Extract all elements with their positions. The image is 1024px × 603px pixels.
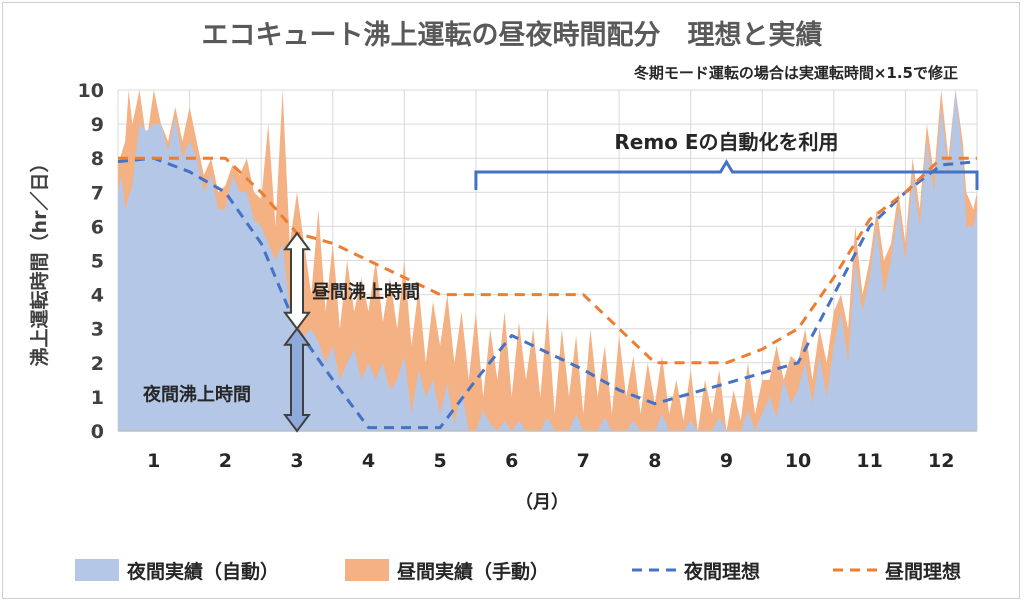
x-tick-label: 12 — [928, 450, 954, 472]
legend-label: 昼間実績（手動） — [397, 560, 549, 583]
day-arrow-label: 昼間沸上時間 — [312, 281, 420, 303]
x-tick-label: 11 — [856, 450, 882, 472]
y-tick-label: 10 — [78, 80, 104, 102]
x-axis-label: （月） — [515, 492, 569, 513]
x-tick-label: 2 — [219, 450, 232, 472]
series-line-昼間理想 — [118, 156, 977, 365]
series-line-夜間理想 — [117, 156, 978, 430]
x-tick-label: 7 — [577, 450, 590, 472]
y-tick-label: 5 — [91, 251, 104, 273]
x-tick-label: 5 — [434, 450, 447, 472]
remo-annotation: Remo Eの自動化を利用 — [614, 130, 838, 154]
chart-title: エコキュート沸上運転の昼夜時間配分 理想と実績 — [202, 19, 823, 51]
y-tick-label: 1 — [91, 387, 104, 409]
legend-label: 昼間理想 — [885, 560, 961, 583]
x-tick-label: 3 — [290, 450, 303, 472]
legend-label: 夜間理想 — [683, 560, 760, 583]
y-tick-label: 7 — [91, 182, 104, 204]
x-tick-label: 4 — [362, 450, 375, 472]
series-area-夜間実績（自動） — [118, 90, 977, 431]
y-tick-label: 0 — [91, 421, 104, 443]
night-arrow — [283, 327, 311, 433]
y-tick-label: 3 — [91, 319, 104, 341]
series-area-昼間実績（手動） — [118, 90, 977, 431]
y-tick-label: 8 — [91, 148, 104, 170]
legend: 夜間実績（自動） 昼間実績（手動） 夜間理想 昼間理想 — [75, 559, 961, 583]
y-tick-label: 2 — [91, 353, 104, 375]
x-tick-label: 9 — [720, 450, 733, 472]
x-tick-label: 6 — [505, 450, 518, 472]
x-tick-label: 8 — [648, 450, 661, 472]
remo-brace — [474, 159, 979, 190]
legend-swatch — [75, 559, 119, 581]
y-axis-label: 沸上運転時間（hr／日） — [28, 154, 51, 367]
y-tick-label: 4 — [91, 285, 104, 307]
night-arrow-label: 夜間沸上時間 — [142, 383, 251, 405]
x-tick-label: 1 — [147, 450, 160, 472]
chart-note: 冬期モード運転の場合は実運転時間×1.5で修正 — [634, 64, 958, 82]
legend-swatch — [345, 559, 389, 581]
legend-label: 夜間実績（自動） — [126, 560, 279, 583]
y-tick-label: 6 — [91, 216, 104, 238]
x-tick-label: 10 — [785, 450, 811, 472]
y-tick-label: 9 — [91, 114, 104, 136]
